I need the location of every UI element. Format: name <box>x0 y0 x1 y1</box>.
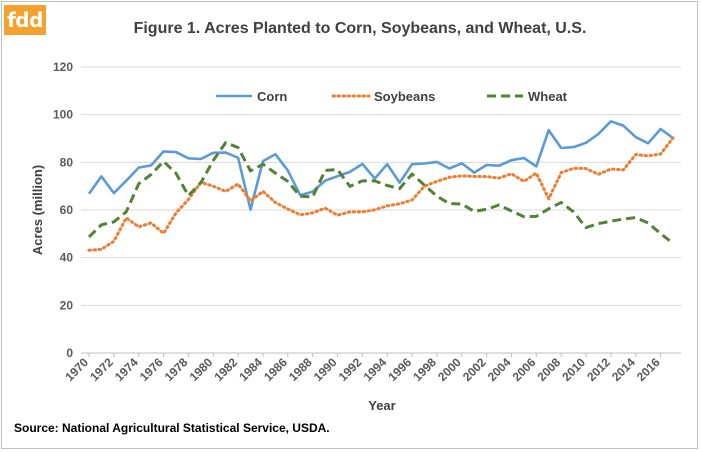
axes <box>81 352 681 357</box>
chart-title: Figure 1. Acres Planted to Corn, Soybean… <box>133 20 587 37</box>
legend-label-soybeans: Soybeans <box>374 89 435 104</box>
y-tick-label: 120 <box>53 60 73 74</box>
x-tick-label: 2000 <box>435 355 464 384</box>
y-axis-title: Acres (million) <box>30 165 45 255</box>
x-tick-label: 1992 <box>336 355 365 384</box>
series-line-soybeans <box>87 136 675 252</box>
y-tick-label: 20 <box>60 298 74 312</box>
x-tick-label: 2002 <box>460 355 489 384</box>
y-tick-label: 100 <box>53 108 73 122</box>
x-tick-label: 2008 <box>535 355 564 384</box>
fdd-logo: fdd <box>4 5 46 35</box>
x-tick-label: 1978 <box>162 355 191 384</box>
x-tick-label: 1972 <box>87 355 116 384</box>
gridlines <box>81 66 681 306</box>
x-tick-label: 1976 <box>137 355 166 384</box>
x-tick-label: 1996 <box>385 355 414 384</box>
x-tick-label: 1990 <box>311 355 340 384</box>
series-line-wheat <box>87 141 674 245</box>
x-axis-title: Year <box>368 398 395 413</box>
x-tick-label: 2010 <box>559 355 588 384</box>
x-tick-labels: 1970197219741976197819801982198419861988… <box>62 355 663 384</box>
y-tick-label: 60 <box>60 203 74 217</box>
x-tick-label: 2014 <box>609 355 638 384</box>
y-tick-label: 40 <box>60 251 74 265</box>
x-tick-label: 1986 <box>261 355 290 384</box>
x-tick-label: 2016 <box>634 355 663 384</box>
x-tick-label: 1988 <box>286 355 315 384</box>
data-series <box>87 120 675 252</box>
x-tick-label: 2012 <box>584 355 613 384</box>
y-tick-label: 80 <box>60 155 74 169</box>
x-tick-label: 1994 <box>361 355 390 384</box>
x-tick-label: 2006 <box>510 355 539 384</box>
source-note: Source: National Agricultural Statistica… <box>14 421 330 435</box>
x-tick-label: 1982 <box>211 355 240 384</box>
x-tick-label: 1980 <box>187 355 216 384</box>
y-tick-labels: 0 20 40 60 80 100 120 <box>53 60 73 360</box>
legend-label-wheat: Wheat <box>528 89 568 104</box>
legend: Corn Soybeans Wheat <box>216 89 568 104</box>
x-tick-label: 1984 <box>236 355 265 384</box>
series-line-corn <box>87 120 674 211</box>
x-tick-label: 2004 <box>485 355 514 384</box>
y-tick-label: 0 <box>66 346 73 360</box>
legend-label-corn: Corn <box>257 89 287 104</box>
x-tick-label: 1974 <box>112 355 141 384</box>
x-tick-label: 1998 <box>410 355 439 384</box>
